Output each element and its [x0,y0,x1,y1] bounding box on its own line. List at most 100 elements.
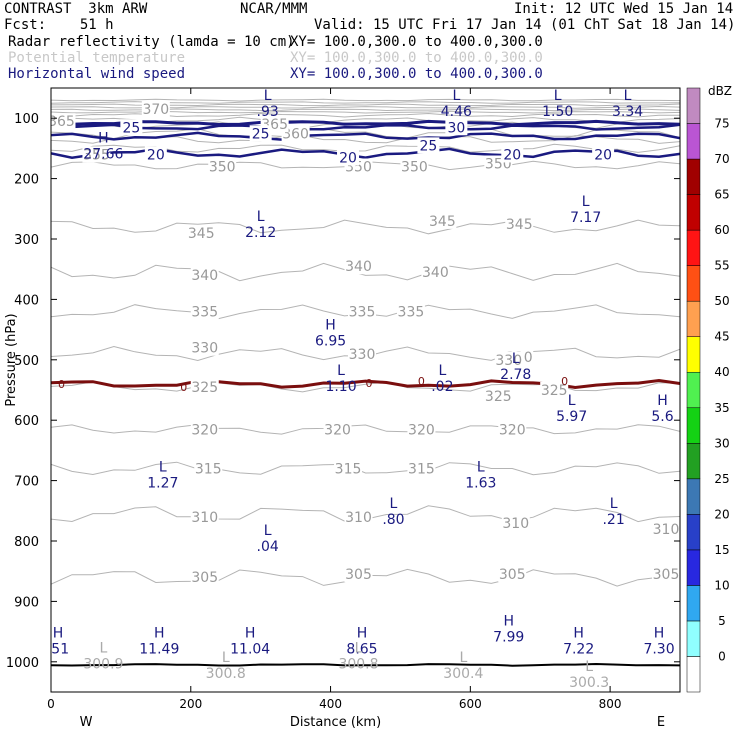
theta-label: 345 [429,214,456,230]
extremum-marker: L [264,88,272,104]
theta-label: 315 [335,462,362,478]
theta-label-bg [498,566,527,583]
colorbar-level-label: 30 [714,436,729,450]
extremum-value: .21 [602,512,624,528]
field3-name: Horizontal wind speed [8,66,186,82]
colorbar-segment [686,478,701,515]
extremum-value: .02 [431,379,453,395]
theta-label-bg [344,258,373,275]
field3-xy: XY= 100.0,300.0 to 400.0,300.0 [290,66,543,82]
colorbar-level-label: 20 [714,507,729,521]
y-tick-label: 100 [14,112,39,127]
theta-label: 320 [324,422,351,438]
theta-label-bg [652,520,680,537]
extremum-value: 6.95 [315,334,346,350]
east-label: E [657,715,665,730]
theta-label-bg [344,566,373,583]
org-title: NCAR/MMM [240,1,308,17]
theta-label: 325 [541,383,568,399]
colorbar-level-label: 25 [714,472,729,486]
zero-contour-label: 0 [418,375,425,388]
extremum-marker: H [654,626,665,642]
theta-label-bg [501,514,530,531]
theta-label-bg [190,303,219,320]
colorbar-level-label: 50 [714,294,729,308]
extremum-marker: H [98,130,109,146]
extremum-marker: H [357,626,368,642]
x-axis-label: Distance (km) [290,715,381,730]
theta-label-bg [400,158,429,175]
theta-label: 310 [191,510,218,526]
colorbar-segment [686,585,701,622]
extremum-marker: L [159,460,167,476]
extremum-value: 7.17 [570,210,601,226]
theta-label: 325 [191,380,218,396]
colorbar-level-label: 45 [714,330,729,344]
theta-label-bg [190,339,219,356]
theta-label: 320 [408,422,435,438]
theta-label-bg [323,421,352,438]
field1-name: Radar reflectivity (lamda = 10 cm) [8,34,295,50]
colorbar-segment [686,656,701,693]
x-tick-label: 200 [179,697,202,711]
theta-isoline [51,219,680,235]
extremum-marker: L [438,363,446,379]
theta-label-bg [498,421,527,438]
theta-label-bg [190,421,219,438]
extremum-value: 5.97 [556,409,587,425]
theta-label-bg [407,421,436,438]
extremum-value: 300.3 [569,675,609,691]
extremum-value: 11.04 [230,642,270,658]
theta-label-bg [484,388,513,405]
colorbar-segment [686,371,701,409]
colorbar-level-label: 55 [714,259,729,273]
y-tick-label: 700 [14,475,39,490]
colorbar-level-label: 5 [718,614,726,628]
y-tick-label: 500 [14,354,39,369]
wind-label: 25 [122,120,140,136]
wind-label-bg [592,146,615,163]
theta-label: 345 [506,217,533,233]
colorbar-level-label: 15 [714,543,729,557]
extremum-value: 7.22 [563,642,594,658]
extremum-marker: L [390,496,398,512]
theta-label: 330 [349,347,376,363]
theta-label: 305 [653,567,680,583]
theta-label: 335 [398,304,425,320]
extremum-marker: H [245,626,256,642]
y-tick-label: 200 [14,173,39,188]
wind-label-bg [144,146,167,163]
plot-frame [50,87,681,693]
theta-label: 355 [83,147,110,163]
wind-label: 20 [147,147,165,163]
extremum-value: 300.8 [338,657,378,673]
theta-label: 305 [191,570,218,586]
theta-label-bg [428,212,457,229]
theta-isoline [51,424,680,435]
extremum-value: 11.49 [139,642,179,658]
extremum-marker: H [657,393,668,409]
colorbar-segment [686,194,701,231]
extremum-value: .80 [382,512,404,528]
field2-name: Potential temperature [8,50,186,66]
wind-label-bg [501,146,524,163]
x-tick-label: 0 [47,697,55,711]
field2-xy: XY= 100.0,300.0 to 400.0,300.0 [290,50,543,66]
reflectivity-zero-contour [51,378,680,390]
wind-label: 30 [447,120,465,136]
extremum-value: 8.65 [346,642,377,658]
extremum-marker: L [582,194,590,210]
extremum-marker: L [610,496,618,512]
colorbar-level-label: 60 [714,223,729,237]
theta-isoline [51,381,680,393]
theta-label-bg [421,264,450,281]
extremum-marker: H [573,626,584,642]
wind-label: 20 [339,150,357,166]
colorbar-segment [686,336,701,373]
theta-label: 335 [349,304,376,320]
wind-label-bg [120,119,143,136]
extremum-value: 2.78 [500,367,531,383]
colorbar-segment [686,514,701,551]
extremum-marker: L [100,641,108,657]
